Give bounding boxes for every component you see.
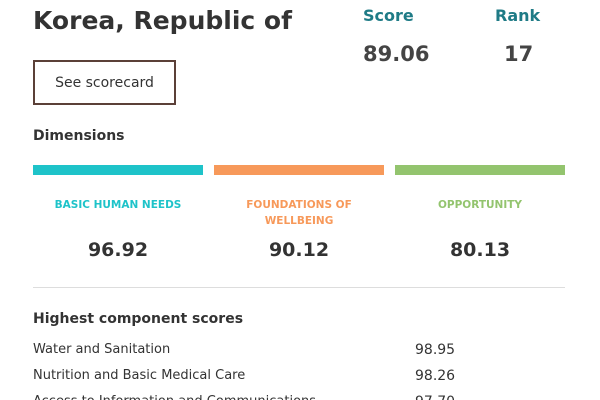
dimension-name: BASIC HUMAN NEEDS	[54, 199, 182, 211]
component-value: 97.70	[415, 394, 455, 400]
dimension-bar	[395, 165, 565, 175]
country-title: Korea, Republic of	[33, 6, 292, 35]
component-name: Access to Information and Communications	[33, 394, 316, 400]
dimensions-title: Dimensions	[33, 128, 125, 144]
component-name: Water and Sanitation	[33, 342, 171, 357]
component-name: Nutrition and Basic Medical Care	[33, 368, 246, 383]
score-label: Score	[363, 6, 414, 25]
component-value: 98.26	[415, 368, 456, 384]
dimension-bar	[214, 165, 384, 175]
dimension-value: 90.12	[268, 239, 330, 261]
scorecard-button[interactable]: See scorecard	[33, 60, 176, 105]
dimension-bar	[33, 165, 203, 175]
component-value: 98.95	[415, 342, 456, 358]
dimension-name: OPPORTUNITY	[437, 199, 522, 211]
divider	[33, 287, 565, 288]
dimension-name: FOUNDATIONS OF WELLBEING	[246, 199, 352, 227]
score-value: 89.06	[363, 42, 430, 66]
rank-value: 17	[504, 42, 534, 66]
dimension-value: 80.13	[449, 239, 511, 261]
rank-label: Rank	[495, 6, 541, 25]
components-title: Highest component scores	[33, 311, 244, 327]
dimension-value: 96.92	[87, 239, 149, 261]
